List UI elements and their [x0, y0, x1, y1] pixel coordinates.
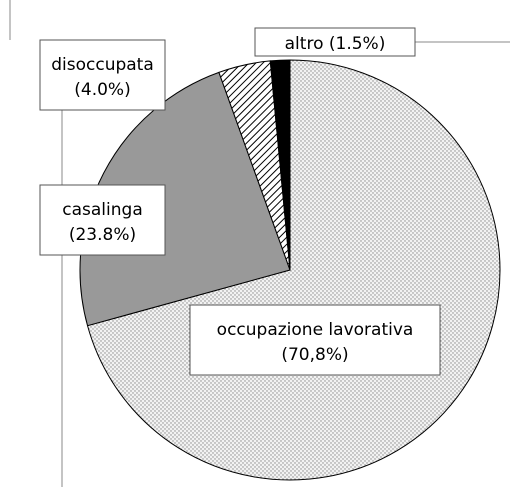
- category-label: disoccupata: [51, 55, 154, 75]
- value-label: (1.5%): [329, 34, 385, 54]
- pie-slice: [269, 59, 291, 271]
- label-box: [39, 39, 166, 111]
- category-label: occupazione lavorativa: [217, 320, 414, 340]
- label-box: [39, 184, 166, 256]
- label-box: [254, 27, 416, 57]
- slices: [79, 59, 501, 481]
- labels: occupazione lavorativa (70,8%) casalinga (2…: [39, 27, 441, 376]
- pie-slice: [79, 71, 291, 327]
- value-label: (23.8%): [69, 225, 136, 245]
- value-label: (4.0%): [74, 80, 130, 100]
- slice-label: altro (1.5%): [285, 34, 386, 54]
- category-label: casalinga: [62, 200, 142, 220]
- label-box: [189, 304, 441, 376]
- value-label: (70,8%): [281, 345, 348, 365]
- category-label: altro: [285, 34, 324, 54]
